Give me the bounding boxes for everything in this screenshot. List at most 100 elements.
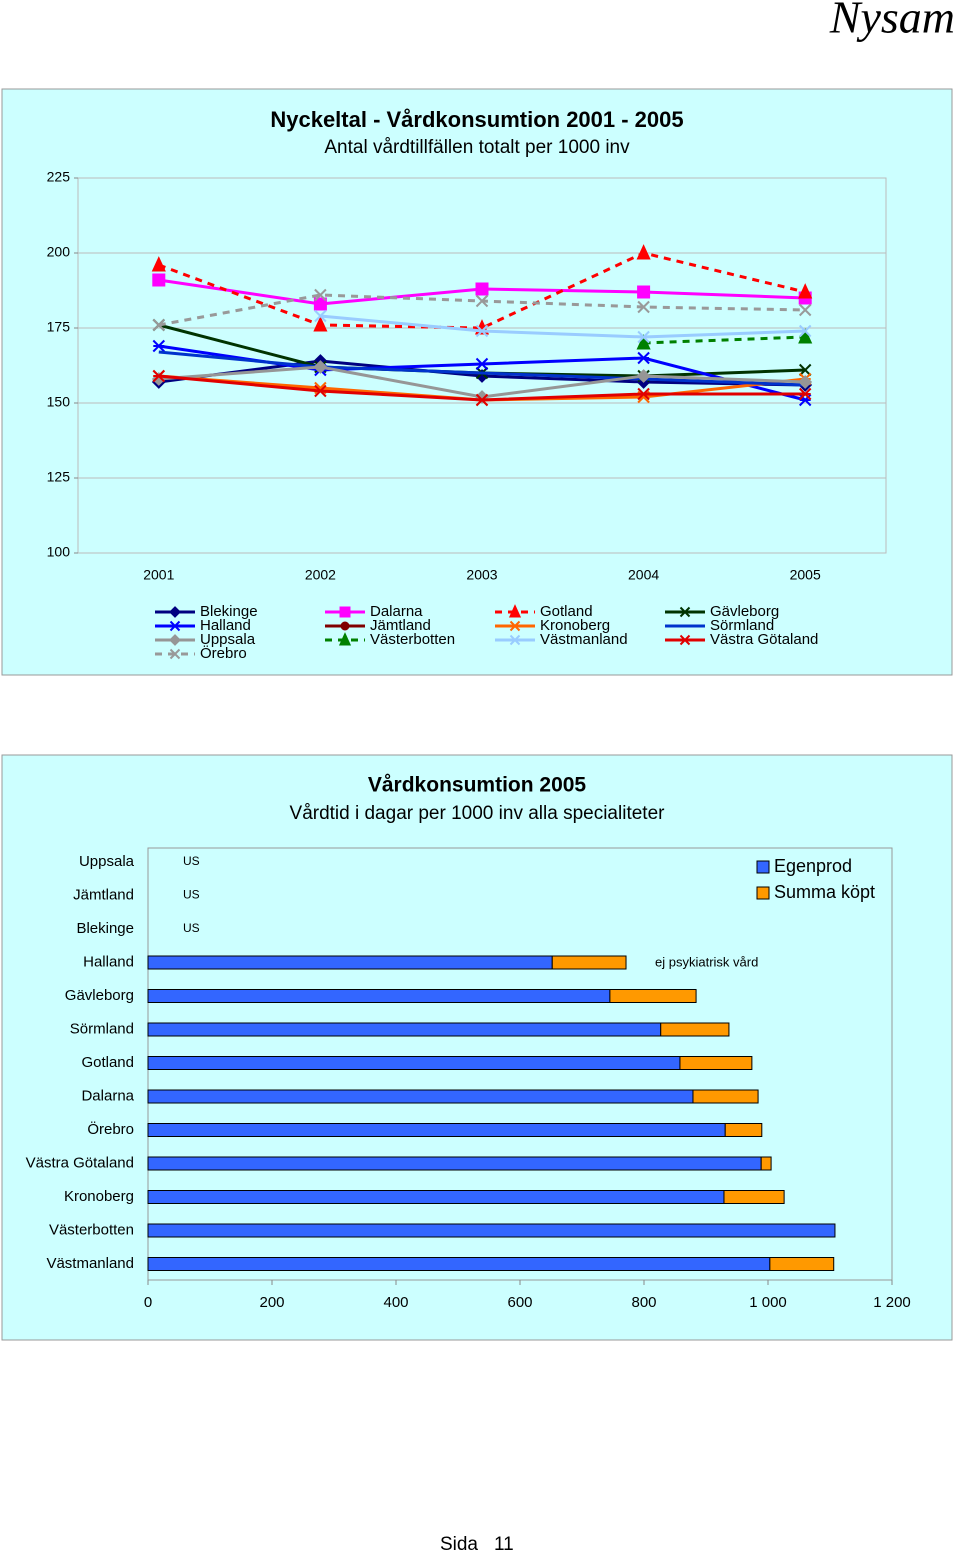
- bar-segment: [692, 1089, 759, 1104]
- marker: [475, 357, 489, 371]
- bar-segment: [147, 1022, 662, 1037]
- bar-segment: [147, 1223, 836, 1238]
- y-tick-label: 150: [47, 394, 71, 410]
- y-tick-label: Västra Götaland: [26, 1154, 134, 1171]
- legend-label: Gotland: [540, 603, 593, 620]
- marker: [798, 324, 812, 338]
- marker: [313, 297, 327, 311]
- y-tick-label: Västerbotten: [49, 1221, 134, 1238]
- marker: [637, 330, 650, 344]
- marker: [636, 244, 651, 260]
- value-label: US: [183, 921, 200, 935]
- annotation: ej psykiatrisk vård: [655, 954, 758, 969]
- legend-label: Halland: [200, 617, 251, 634]
- legend-label: Jämtland: [370, 617, 431, 634]
- x-tick-label: 2004: [628, 567, 659, 583]
- value-label: US: [183, 854, 200, 868]
- footer-label: Sida: [440, 1534, 478, 1554]
- y-tick-label: 175: [47, 319, 71, 335]
- bar-segment: [147, 1156, 762, 1171]
- marker: [636, 369, 651, 383]
- marker: [509, 620, 521, 632]
- page-number: 11: [494, 1534, 514, 1554]
- bar-segment: [769, 1257, 835, 1271]
- legend-label: Summa köpt: [774, 882, 875, 902]
- y-tick-label: Dalarna: [81, 1087, 134, 1104]
- chart-subtitle: Antal vårdtillfällen totalt per 1000 inv: [324, 137, 630, 158]
- bar-segment: [147, 955, 553, 970]
- y-tick-label: Halland: [83, 953, 134, 970]
- bar-segment: [660, 1022, 730, 1037]
- marker: [314, 309, 327, 323]
- bar-segment: [679, 1056, 753, 1070]
- legend-label: Dalarna: [370, 603, 423, 620]
- page-header: Nysam: [829, 0, 955, 43]
- bar-segment: [147, 989, 611, 1003]
- marker: [314, 288, 327, 302]
- marker: [169, 648, 181, 660]
- y-tick-label: Gotland: [81, 1054, 134, 1071]
- x-tick-label: 600: [507, 1294, 532, 1311]
- chart-title: Vårdkonsumtion 2005: [368, 774, 587, 797]
- bar-segment: [609, 989, 697, 1003]
- marker: [313, 360, 328, 374]
- x-tick-label: 800: [631, 1294, 656, 1311]
- legend-swatch: [756, 860, 770, 874]
- bar-segment: [147, 1123, 726, 1137]
- value-label: US: [183, 888, 200, 902]
- series-line: [643, 335, 806, 345]
- bar-segment: [147, 1190, 725, 1204]
- y-tick-label: 225: [47, 169, 71, 185]
- marker: [152, 339, 166, 353]
- marker: [475, 324, 489, 338]
- x-tick-label: 2005: [790, 567, 821, 583]
- marker: [636, 334, 651, 350]
- x-tick-label: 200: [259, 1294, 284, 1311]
- series-line: [320, 314, 806, 339]
- bar-segment: [724, 1123, 763, 1137]
- marker: [679, 606, 691, 618]
- bar-segment: [723, 1190, 785, 1204]
- marker: [475, 282, 489, 296]
- x-tick-label: 1 000: [749, 1294, 787, 1311]
- y-tick-label: Blekinge: [76, 920, 134, 937]
- legend-label: Västra Götaland: [710, 631, 818, 648]
- y-tick-label: 200: [47, 244, 71, 260]
- legend-label: Egenprod: [774, 856, 852, 876]
- legend-label: Sörmland: [710, 617, 774, 634]
- marker: [313, 316, 328, 332]
- marker: [152, 273, 166, 287]
- legend-label: Gävleborg: [710, 603, 779, 620]
- marker: [151, 256, 166, 272]
- marker: [169, 634, 181, 646]
- marker: [637, 387, 650, 401]
- chart-title: Nyckeltal - Vårdkonsumtion 2001 - 2005: [270, 107, 683, 132]
- bar-segment: [551, 955, 627, 970]
- marker: [475, 294, 489, 308]
- marker: [340, 621, 350, 631]
- marker: [509, 634, 521, 646]
- y-tick-label: Kronoberg: [64, 1188, 134, 1205]
- bar-segment: [147, 1089, 694, 1104]
- y-tick-label: 100: [47, 544, 71, 560]
- y-tick-label: 125: [47, 469, 71, 485]
- x-tick-label: 2001: [143, 567, 174, 583]
- marker: [798, 387, 812, 401]
- y-tick-label: Jämtland: [73, 886, 134, 903]
- bar-segment: [147, 1056, 681, 1070]
- bar-segment: [760, 1156, 772, 1171]
- marker: [637, 285, 651, 299]
- marker: [339, 606, 351, 618]
- marker: [798, 283, 813, 299]
- legend-label: Västerbotten: [370, 631, 455, 648]
- y-tick-label: Uppsala: [79, 853, 135, 870]
- marker: [798, 328, 813, 344]
- marker: [169, 620, 181, 632]
- x-tick-label: 2002: [305, 567, 336, 583]
- x-tick-label: 400: [383, 1294, 408, 1311]
- bar-segment: [147, 1257, 771, 1271]
- marker: [314, 384, 327, 398]
- marker: [475, 393, 489, 407]
- y-tick-label: Gävleborg: [65, 987, 134, 1004]
